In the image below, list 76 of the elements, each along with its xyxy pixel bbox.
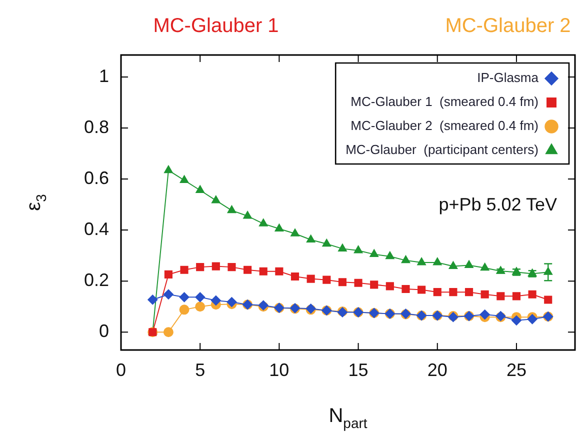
point: [480, 262, 490, 271]
y-tick-label: 0.4: [84, 219, 109, 240]
point: [163, 327, 174, 338]
y-tick-label: 1: [98, 66, 109, 86]
legend-label: MC-Glauber (participant centers): [346, 142, 538, 158]
y-axis-title: ε3: [23, 194, 49, 211]
y-tick-label: 0.2: [84, 270, 109, 290]
point: [164, 270, 172, 278]
point: [338, 278, 346, 286]
annotation: p+Pb 5.02 TeV: [438, 194, 557, 214]
point: [259, 267, 268, 276]
point: [544, 296, 552, 304]
point: [386, 282, 394, 290]
point: [228, 263, 236, 272]
x-tick-label: 0: [116, 360, 126, 380]
y-tick-label: 0.6: [84, 168, 109, 188]
point: [290, 272, 300, 281]
point: [496, 292, 505, 300]
point: [148, 294, 158, 305]
y-tick-label: 0: [98, 321, 109, 342]
point: [306, 234, 316, 243]
legend-label: MC-Glauber 2 (smeared 0.4 fm): [350, 118, 538, 134]
x-tick-label: 5: [195, 360, 206, 380]
point: [195, 302, 206, 312]
point: [258, 218, 268, 226]
point: [433, 288, 442, 296]
point: [511, 315, 522, 326]
point: [418, 286, 426, 294]
point: [196, 185, 204, 193]
point: [179, 292, 190, 302]
x-tick-label: 25: [506, 360, 526, 380]
point: [275, 267, 284, 276]
point: [244, 266, 252, 274]
point: [306, 274, 315, 283]
legend-label: IP-Glasma: [477, 70, 540, 86]
point: [274, 224, 284, 232]
point: [164, 165, 173, 174]
point: [196, 263, 204, 272]
point: [290, 228, 300, 236]
x-tick-label: 15: [348, 360, 368, 380]
point: [338, 244, 347, 252]
point: [402, 284, 410, 294]
point: [243, 211, 252, 219]
point: [210, 295, 221, 306]
point: [227, 205, 236, 214]
point: [354, 278, 362, 287]
legend-label: MC-Glauber 1 (smeared 0.4 fm): [350, 94, 538, 110]
point: [512, 292, 521, 300]
point: [528, 290, 536, 298]
point: [180, 266, 188, 274]
point: [449, 288, 458, 296]
point: [212, 262, 220, 270]
point: [448, 261, 458, 270]
point: [417, 257, 426, 266]
text: MC-Glauber 2: [445, 15, 571, 37]
point: [163, 289, 174, 300]
point: [370, 280, 378, 289]
point: [322, 238, 332, 247]
y-tick-label: 0.8: [84, 116, 109, 137]
point: [354, 245, 363, 254]
x-tick-label: 10: [269, 360, 290, 380]
point: [322, 276, 331, 284]
point: [195, 292, 206, 302]
point: [480, 310, 490, 320]
text: MC-Glauber 1: [153, 15, 279, 37]
point: [179, 304, 190, 315]
point: [432, 257, 442, 266]
point: [401, 255, 410, 264]
point: [212, 195, 220, 204]
point: [180, 175, 189, 184]
point: [464, 260, 474, 268]
x-tick-label: 20: [427, 360, 448, 380]
point: [464, 288, 474, 296]
point: [480, 290, 489, 298]
point: [386, 251, 394, 260]
point: [370, 249, 378, 258]
